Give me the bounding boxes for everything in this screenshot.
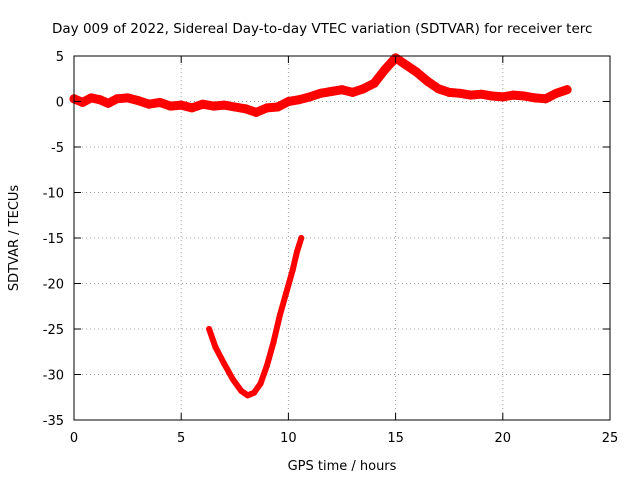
data-point	[219, 100, 229, 110]
data-point	[263, 362, 270, 369]
data-point	[95, 95, 105, 105]
data-point	[103, 98, 113, 108]
data-point	[423, 76, 433, 86]
x-tick-label: 10	[280, 431, 297, 446]
series-layer	[69, 53, 572, 399]
data-point	[241, 104, 251, 114]
data-point	[562, 85, 572, 95]
data-point	[369, 78, 379, 88]
data-point	[476, 89, 486, 99]
tick-labels: 0 5 10 15 20 25 5 0 -5 -10 -15 -20 -25 -30 -35	[43, 50, 619, 446]
grid	[74, 56, 610, 420]
data-point	[380, 65, 390, 75]
x-tick-label: 5	[177, 431, 185, 446]
data-point	[358, 84, 368, 94]
x-tick-label: 0	[70, 431, 78, 446]
data-point	[238, 387, 245, 394]
y-axis-title: SDTVAR / TECUs	[7, 185, 22, 292]
data-point	[270, 339, 277, 346]
data-point	[433, 84, 443, 94]
ticks	[73, 55, 611, 421]
data-point	[412, 67, 422, 77]
data-point	[133, 96, 143, 106]
x-axis-title: GPS time / hours	[288, 459, 397, 474]
x-tick-label: 15	[387, 431, 404, 446]
data-point	[519, 91, 529, 101]
data-point	[206, 326, 213, 332]
y-tick-label: -25	[43, 323, 64, 338]
data-point	[401, 60, 411, 70]
data-point	[289, 266, 296, 273]
data-point	[251, 107, 261, 117]
data-point	[348, 87, 358, 97]
y-tick-label: 5	[56, 50, 64, 65]
data-point	[541, 94, 551, 104]
data-point	[212, 344, 219, 351]
data-point	[551, 88, 561, 98]
series-line-2	[206, 235, 305, 399]
y-tick-label: -20	[43, 278, 64, 293]
x-tick-label: 20	[495, 431, 512, 446]
data-point	[208, 101, 218, 111]
data-point	[198, 99, 208, 109]
y-tick-label: -5	[51, 141, 64, 156]
data-point	[444, 87, 454, 97]
data-point	[262, 103, 272, 113]
data-point	[229, 376, 236, 383]
data-point	[112, 94, 122, 104]
data-point	[165, 101, 175, 111]
data-point	[455, 88, 465, 98]
data-point	[86, 93, 96, 103]
y-tick-label: -30	[43, 369, 64, 384]
data-point	[316, 88, 326, 98]
data-point	[305, 92, 315, 102]
data-point	[78, 97, 88, 107]
data-point	[487, 91, 497, 101]
data-point	[294, 95, 304, 105]
data-point	[530, 93, 540, 103]
data-point	[221, 360, 228, 367]
data-point	[509, 90, 519, 100]
data-point	[466, 90, 476, 100]
data-point	[337, 85, 347, 95]
y-tick-label: 0	[56, 96, 64, 111]
data-point	[155, 97, 165, 107]
data-point	[144, 99, 154, 109]
data-point	[187, 103, 197, 113]
data-point	[273, 102, 283, 112]
data-point	[283, 289, 290, 296]
data-point	[326, 86, 336, 96]
y-tick-label: -35	[43, 414, 64, 429]
data-point	[498, 92, 508, 102]
data-point	[283, 97, 293, 106]
y-tick-label: -15	[43, 232, 64, 247]
data-point	[123, 93, 133, 103]
x-tick-label: 25	[602, 431, 619, 446]
data-point	[257, 380, 264, 387]
y-tick-label: -10	[43, 187, 64, 202]
data-point	[293, 248, 300, 255]
data-point	[276, 312, 283, 319]
chart-title: Day 009 of 2022, Sidereal Day-to-day VTE…	[52, 21, 592, 37]
data-point	[230, 102, 240, 112]
data-point	[176, 100, 186, 110]
data-point	[251, 389, 258, 396]
data-point	[298, 235, 305, 241]
data-point	[244, 392, 251, 399]
